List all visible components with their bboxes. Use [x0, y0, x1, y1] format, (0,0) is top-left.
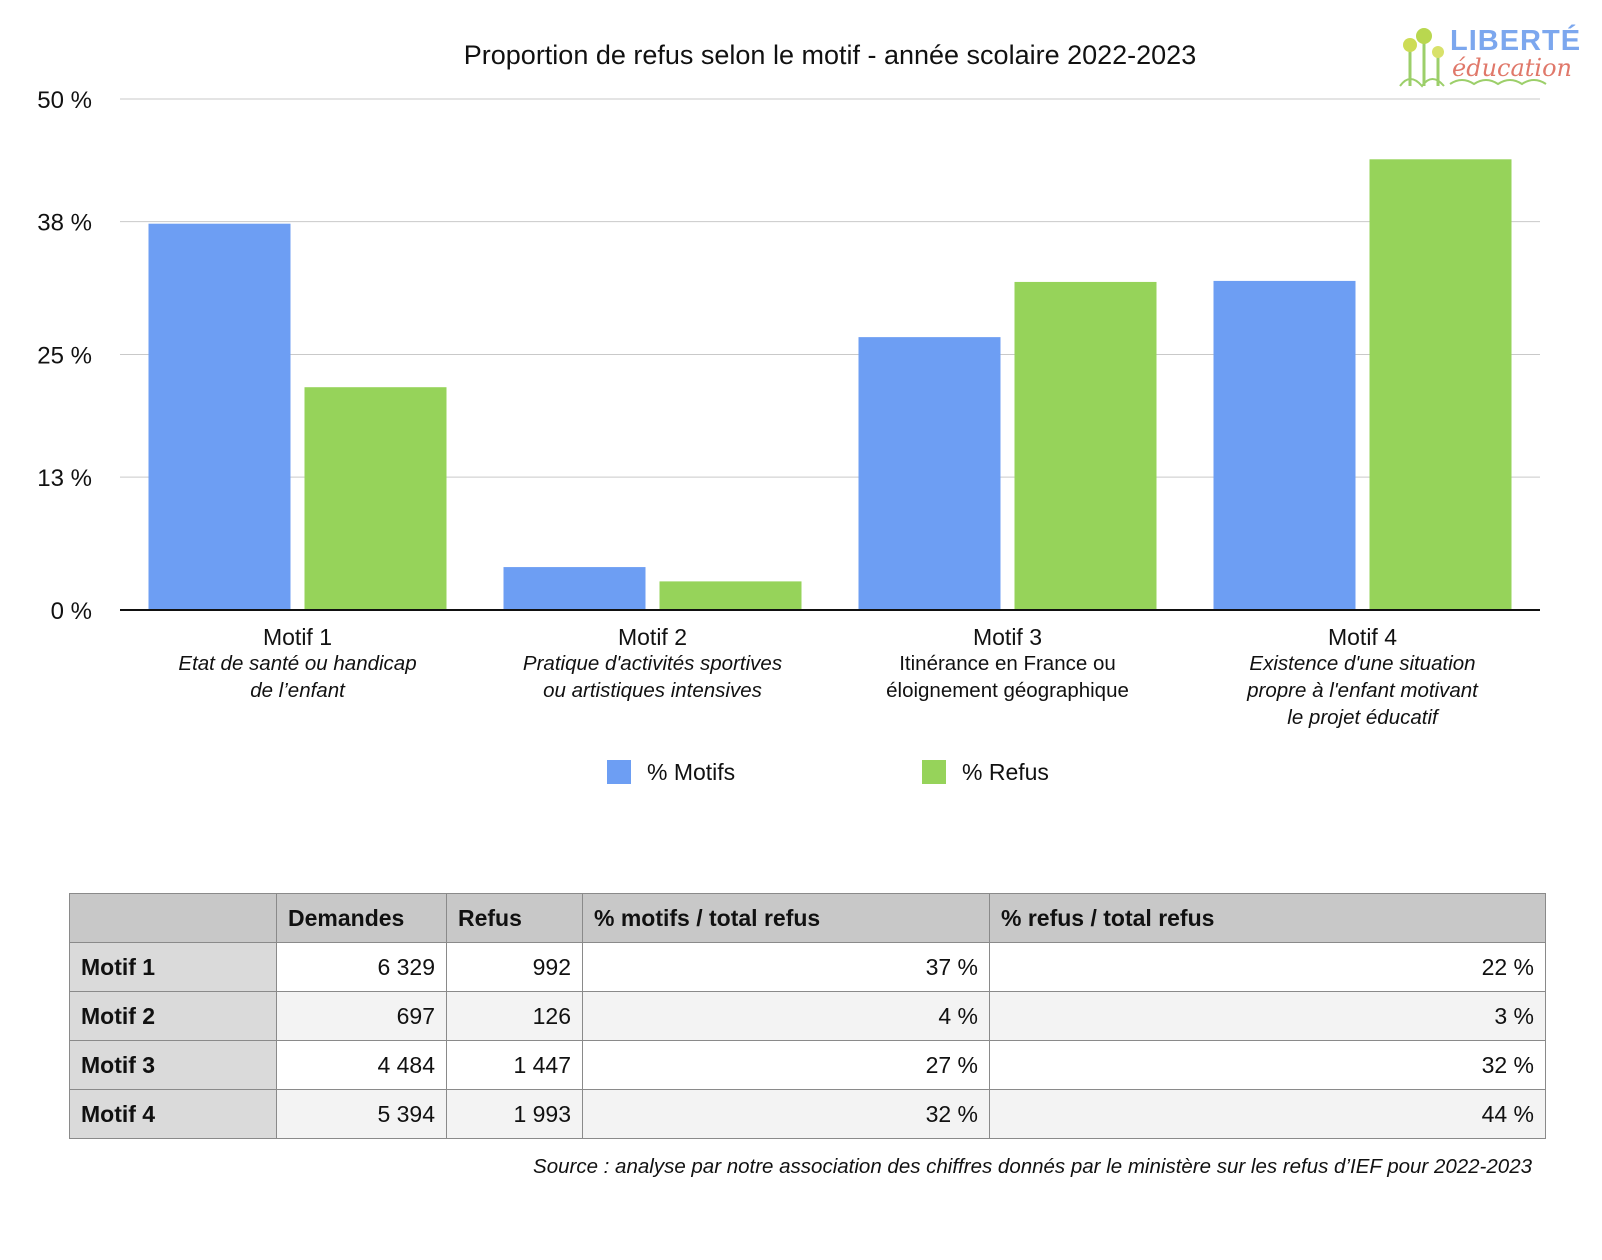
cell-pct-motifs: 32 %: [582, 1089, 990, 1139]
x-category-subtitle: Itinérance en France ou: [899, 652, 1116, 675]
y-tick-label: 13 %: [37, 465, 92, 492]
cell-refus: 1 993: [446, 1089, 583, 1139]
cell-pct-refus: 22 %: [989, 942, 1546, 992]
x-category-subtitle: Etat de santé ou handicap: [178, 652, 416, 675]
bar-motifs: [148, 223, 291, 610]
table-row: Motif 1 6 329 992 37 % 22 %: [69, 942, 1546, 992]
bar-refus: [1014, 281, 1157, 610]
cell-refus: 126: [446, 991, 583, 1041]
source-note: Source : analyse par notre association d…: [533, 1155, 1532, 1178]
cell-pct-refus: 3 %: [989, 991, 1546, 1041]
legend-label: % Refus: [962, 759, 1049, 785]
bar-refus: [659, 581, 802, 610]
y-tick-label: 0 %: [51, 598, 92, 625]
cell-demandes: 5 394: [276, 1089, 447, 1139]
cell-pct-refus: 32 %: [989, 1040, 1546, 1090]
table-header-corner: [69, 893, 277, 943]
chart-bars: [148, 159, 1512, 610]
legend-swatch: [607, 760, 631, 784]
y-tick-label: 25 %: [37, 343, 92, 370]
y-axis-ticks: 0 % 13 % 25 % 38 % 50 %: [37, 87, 92, 625]
cell-demandes: 4 484: [276, 1040, 447, 1090]
table-header-refus: Refus: [446, 893, 583, 943]
chart: Proportion de refus selon le motif - ann…: [37, 23, 1581, 785]
bar-motifs: [1213, 280, 1356, 610]
flower-icon: [1399, 28, 1445, 88]
bar-refus: [1369, 159, 1512, 610]
cell-demandes: 6 329: [276, 942, 447, 992]
x-category-subtitle: Existence d'une situation: [1249, 652, 1475, 675]
cell-refus: 992: [446, 942, 583, 992]
cell-pct-refus: 44 %: [989, 1089, 1546, 1139]
y-tick-label: 38 %: [37, 210, 92, 237]
x-category-subtitle: le projet éducatif: [1287, 706, 1440, 729]
table-row: Motif 2 697 126 4 % 3 %: [69, 991, 1546, 1041]
x-category-subtitle: de l’enfant: [250, 679, 346, 702]
row-label: Motif 1: [69, 942, 277, 992]
row-label: Motif 2: [69, 991, 277, 1041]
data-table: Demandes Refus % motifs / total refus % …: [69, 893, 1546, 1139]
logo-text-bottom: éducation: [1452, 54, 1572, 82]
x-category-subtitle: Pratique d'activités sportives: [523, 652, 782, 675]
x-category-label: Motif 4: [1328, 624, 1397, 650]
cell-demandes: 697: [276, 991, 447, 1041]
table-row: Motif 3 4 484 1 447 27 % 32 %: [69, 1040, 1546, 1090]
x-category-subtitle: éloignement géographique: [886, 679, 1129, 702]
x-category-label: Motif 2: [618, 624, 687, 650]
cell-pct-motifs: 27 %: [582, 1040, 990, 1090]
table-header-demandes: Demandes: [276, 893, 447, 943]
table-header-pct-motifs: % motifs / total refus: [582, 893, 990, 943]
row-label: Motif 3: [69, 1040, 277, 1090]
cell-pct-motifs: 4 %: [582, 991, 990, 1041]
cell-refus: 1 447: [446, 1040, 583, 1090]
x-category-subtitle: ou artistiques intensives: [543, 679, 762, 702]
row-label: Motif 4: [69, 1089, 277, 1139]
table-row: Motif 4 5 394 1 993 32 % 44 %: [69, 1089, 1546, 1139]
logo-text-top: LIBERTÉ: [1450, 23, 1581, 57]
bar-refus: [304, 387, 447, 610]
x-category-label: Motif 1: [263, 624, 332, 650]
x-category-subtitle: propre à l'enfant motivant: [1246, 679, 1479, 702]
liberte-education-logo: LIBERTÉ éducation: [1399, 23, 1581, 88]
bar-motifs: [858, 337, 1001, 610]
x-category-label: Motif 3: [973, 624, 1042, 650]
bar-motifs: [503, 567, 646, 610]
chart-legend: % Motifs % Refus: [607, 759, 1049, 785]
table-header-row: Demandes Refus % motifs / total refus % …: [69, 893, 1546, 943]
table-header-pct-refus: % refus / total refus: [989, 893, 1546, 943]
y-tick-label: 50 %: [37, 87, 92, 114]
chart-title: Proportion de refus selon le motif - ann…: [464, 40, 1196, 70]
legend-label: % Motifs: [647, 759, 735, 785]
legend-swatch: [922, 760, 946, 784]
cell-pct-motifs: 37 %: [582, 942, 990, 992]
